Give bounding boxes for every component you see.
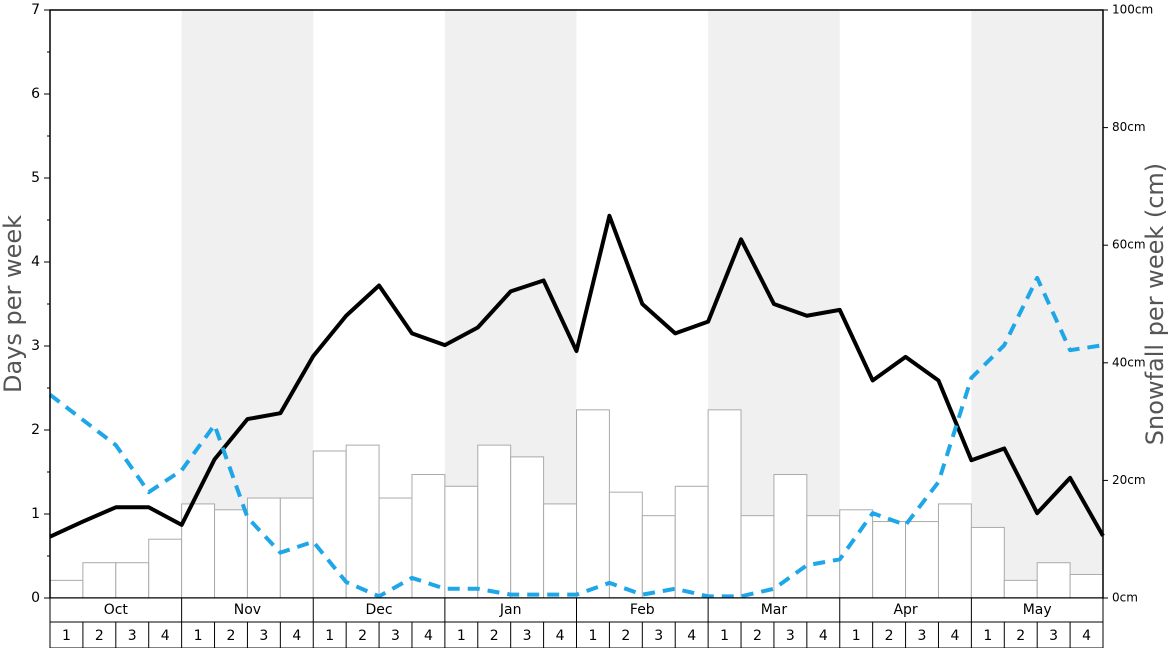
x-tick-label: 2: [490, 628, 499, 644]
bar: [773, 474, 808, 599]
x-tick-label: 1: [62, 628, 71, 644]
y-tick-label: 1: [31, 506, 40, 522]
x-tick-label: 2: [621, 628, 630, 644]
x-tick-label: 1: [588, 628, 597, 644]
month-label: Dec: [366, 602, 393, 618]
y2-tick-label: 0cm: [1112, 591, 1138, 605]
x-tick-label: 1: [852, 628, 861, 644]
x-tick-label: 2: [885, 628, 894, 644]
y-tick-label: 3: [31, 338, 40, 354]
bar: [115, 562, 150, 599]
x-tick-label: 3: [259, 628, 268, 644]
month-label: Mar: [761, 602, 788, 618]
bar: [937, 503, 972, 599]
x-tick-label: 4: [556, 628, 565, 644]
x-tick-label: 3: [128, 628, 137, 644]
y-tick-label: 4: [31, 254, 40, 270]
bar: [707, 409, 742, 599]
bar: [477, 444, 512, 599]
bar: [411, 474, 446, 599]
y-tick-label: 7: [31, 2, 40, 18]
bar: [576, 409, 610, 599]
bar: [345, 444, 380, 599]
x-tick-label: 4: [292, 628, 301, 644]
bar: [1069, 573, 1104, 599]
bar: [148, 538, 183, 599]
y2-tick-label: 60cm: [1112, 238, 1146, 252]
x-tick-label: 3: [523, 628, 532, 644]
bar: [543, 503, 577, 599]
bar: [444, 485, 479, 599]
x-tick-label: 2: [358, 628, 367, 644]
bar: [279, 497, 314, 599]
y-tick-label: 0: [31, 590, 40, 606]
x-tick-label: 1: [983, 628, 992, 644]
bar: [378, 497, 413, 599]
bar: [82, 562, 117, 599]
x-tick-label: 3: [1049, 628, 1058, 644]
x-tick-label: 3: [654, 628, 663, 644]
x-tick-label: 4: [161, 628, 170, 644]
month-label: Apr: [893, 602, 917, 618]
y2-axis-title: Snowfall per week (cm): [1141, 163, 1168, 445]
bar: [839, 509, 874, 599]
bar: [1036, 562, 1071, 599]
bar: [510, 456, 545, 599]
month-label: Feb: [630, 602, 655, 618]
line-series: [49, 213, 1105, 539]
y2-tick-label: 40cm: [1112, 355, 1146, 369]
y-tick-label: 5: [31, 170, 40, 186]
x-tick-label: 2: [1016, 628, 1025, 644]
x-tick-label: 2: [227, 628, 236, 644]
line-series: [48, 275, 1104, 599]
x-tick-label: 4: [950, 628, 959, 644]
y-tick-label: 2: [31, 422, 40, 438]
bar: [674, 485, 709, 599]
y2-tick-label: 80cm: [1112, 120, 1146, 134]
bar: [970, 526, 1005, 599]
x-tick-label: 4: [424, 628, 433, 644]
bar: [49, 579, 84, 599]
x-tick-label: 1: [194, 628, 203, 644]
x-tick-label: 4: [687, 628, 696, 644]
y2-tick-label: 20cm: [1112, 473, 1146, 487]
y2-tick-label: 100cm: [1112, 3, 1153, 17]
month-label: Jan: [499, 602, 522, 618]
bar: [608, 491, 643, 599]
x-tick-label: 3: [786, 628, 795, 644]
bar: [214, 509, 248, 599]
x-tick-label: 1: [457, 628, 466, 644]
x-tick-label: 3: [918, 628, 927, 644]
bar: [246, 497, 281, 599]
x-tick-label: 2: [753, 628, 762, 644]
month-label: May: [1023, 602, 1052, 618]
month-label: Nov: [234, 602, 261, 618]
y-axis-title: Days per week: [0, 215, 27, 393]
bar: [740, 515, 775, 599]
x-tick-label: 4: [819, 628, 828, 644]
x-tick-label: 3: [391, 628, 400, 644]
month-label: Oct: [104, 602, 129, 618]
bar: [181, 503, 216, 599]
bar: [872, 521, 907, 599]
x-tick-label: 1: [325, 628, 334, 644]
x-tick-label: 4: [1082, 628, 1091, 644]
bar: [1003, 579, 1038, 599]
bar: [905, 521, 939, 599]
x-tick-label: 1: [720, 628, 729, 644]
bar: [641, 515, 676, 599]
x-tick-label: 2: [95, 628, 104, 644]
bar: [806, 515, 841, 599]
y-tick-label: 6: [31, 86, 40, 102]
bar: [312, 450, 347, 599]
